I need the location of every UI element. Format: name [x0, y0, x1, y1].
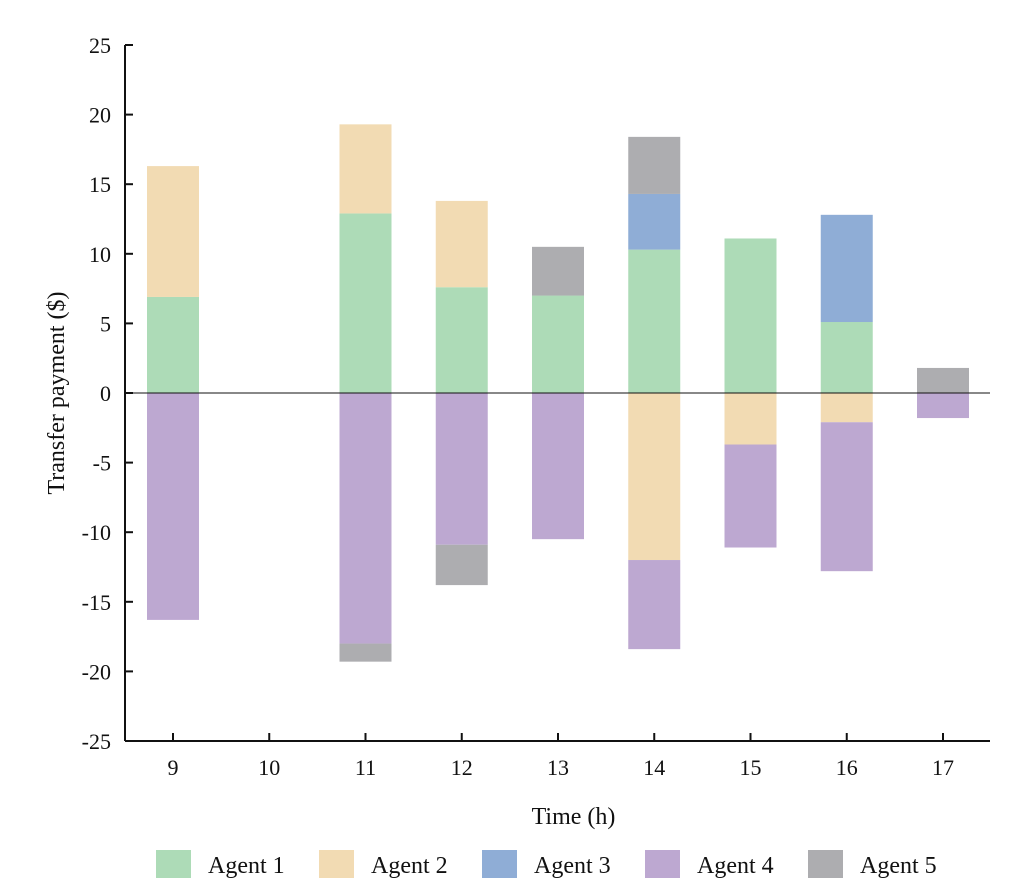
bar-agent-1-t9 — [147, 296, 199, 393]
bar-agent-1-t13 — [532, 295, 584, 393]
y-tick-label: 0 — [100, 381, 111, 406]
y-tick-label: 5 — [100, 311, 111, 336]
bar-agent-4-t9 — [147, 393, 199, 620]
legend-label: Agent 5 — [860, 853, 937, 879]
legend-swatch — [482, 850, 517, 878]
bar-agent-2-t16 — [820, 393, 873, 423]
legend-swatch — [808, 850, 843, 878]
bar-agent-5-t14 — [628, 136, 681, 194]
y-tick-label: -20 — [82, 659, 111, 684]
bar-agent-1-t15 — [724, 238, 777, 393]
y-tick-label: 10 — [89, 242, 111, 267]
y-axis-title: Transfer payment ($) — [44, 291, 70, 494]
x-tick-label: 12 — [451, 755, 473, 780]
x-tick-label: 17 — [932, 755, 954, 780]
bar-agent-5-t12 — [435, 544, 488, 586]
y-tick-label: -10 — [82, 520, 111, 545]
bar-agent-4-t14 — [628, 560, 681, 650]
bar-agent-1-t16 — [820, 322, 873, 393]
axes-group: 25 20 15 10 5 0 -5 -10 -15 -20 -25 9 10 11 12 13 14 15 16 1… — [82, 33, 990, 780]
bar-agent-2-t11 — [339, 124, 392, 214]
bar-agent-5-t17 — [917, 367, 969, 393]
legend-label: Agent 3 — [534, 853, 611, 879]
x-tick-label: 15 — [740, 755, 762, 780]
bar-agent-1-t14 — [628, 249, 681, 393]
x-tick-label: 16 — [836, 755, 858, 780]
legend-label: Agent 2 — [371, 853, 448, 879]
y-tick-label: 20 — [89, 103, 111, 128]
bar-agent-4-t11 — [339, 393, 392, 644]
bar-agent-4-t17 — [917, 393, 969, 419]
bar-agent-2-t14 — [628, 393, 681, 561]
x-tick-label: 14 — [643, 755, 665, 780]
bar-agent-4-t15 — [724, 444, 777, 548]
y-tick-label: -15 — [82, 590, 111, 615]
y-tick-label: 15 — [89, 172, 111, 197]
legend-label: Agent 1 — [208, 853, 285, 879]
bar-agent-2-t9 — [147, 166, 199, 297]
bar-agent-3-t14 — [628, 193, 681, 250]
legend-label: Agent 4 — [697, 853, 774, 879]
bar-agent-1-t11 — [339, 213, 392, 393]
legend: Agent 1 Agent 2 Agent 3 Agent 4 Agent 5 — [156, 850, 937, 879]
bars-group — [147, 124, 969, 662]
x-tick-label: 13 — [547, 755, 569, 780]
legend-swatch — [319, 850, 354, 878]
bar-agent-2-t12 — [435, 200, 488, 288]
y-tick-label: 25 — [89, 33, 111, 58]
bar-agent-3-t16 — [820, 214, 873, 323]
x-tick-label: 11 — [355, 755, 376, 780]
y-tick-label: -5 — [93, 451, 111, 476]
bar-agent-5-t13 — [532, 246, 584, 296]
bar-agent-4-t12 — [435, 393, 488, 545]
bar-agent-4-t13 — [532, 393, 584, 540]
x-tick-label: 9 — [168, 755, 179, 780]
x-tick-label: 10 — [258, 755, 280, 780]
legend-swatch — [645, 850, 680, 878]
bar-agent-4-t16 — [820, 422, 873, 572]
legend-swatch — [156, 850, 191, 878]
y-tick-label: -25 — [82, 729, 111, 754]
x-axis-title: Time (h) — [532, 804, 616, 830]
bar-agent-1-t12 — [435, 287, 488, 393]
bar-agent-5-t11 — [339, 643, 392, 662]
bar-agent-2-t15 — [724, 393, 777, 445]
